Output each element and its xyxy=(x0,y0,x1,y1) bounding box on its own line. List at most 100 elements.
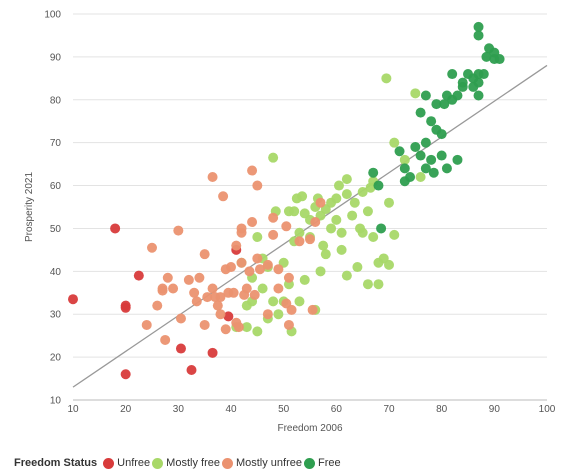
point-free xyxy=(473,90,484,101)
point-mostly-unfree xyxy=(236,223,247,234)
point-mostly-unfree xyxy=(252,253,263,264)
point-mostly-unfree xyxy=(244,266,255,277)
point-mostly-unfree xyxy=(241,283,252,294)
point-free xyxy=(473,21,484,32)
point-mostly-free xyxy=(384,259,394,270)
point-free xyxy=(436,129,447,140)
point-mostly-unfree xyxy=(160,334,171,345)
y-tick-label: 40 xyxy=(50,267,62,278)
point-mostly-unfree xyxy=(212,300,223,311)
point-mostly-free xyxy=(357,227,368,238)
point-mostly-free xyxy=(336,227,347,238)
point-free xyxy=(415,150,426,161)
point-mostly-unfree xyxy=(168,283,179,294)
point-mostly-unfree xyxy=(268,229,279,240)
point-mostly-unfree xyxy=(254,264,265,275)
point-mostly-unfree xyxy=(183,274,194,285)
point-mostly-free xyxy=(349,197,360,208)
point-unfree xyxy=(223,311,234,322)
point-free xyxy=(426,116,437,127)
y-tick-label: 20 xyxy=(50,353,62,364)
point-mostly-unfree xyxy=(199,319,210,330)
point-unfree xyxy=(186,364,197,375)
point-mostly-free xyxy=(381,73,392,84)
point-mostly-free xyxy=(399,154,410,165)
point-mostly-free xyxy=(362,279,373,290)
point-mostly-unfree xyxy=(283,319,294,330)
point-mostly-free xyxy=(299,274,310,285)
point-mostly-free xyxy=(341,174,352,185)
legend-items: Unfree Mostly free Mostly unfree Free xyxy=(103,457,342,469)
point-mostly-free xyxy=(331,214,342,225)
point-free xyxy=(473,77,484,88)
point-mostly-free xyxy=(268,296,279,307)
point-mostly-free xyxy=(297,191,308,202)
point-mostly-unfree xyxy=(189,287,200,298)
point-mostly-unfree xyxy=(294,236,305,247)
point-free xyxy=(441,163,452,174)
point-free xyxy=(394,146,405,157)
point-mostly-unfree xyxy=(286,304,297,315)
legend-item-unfree: Unfree xyxy=(103,457,150,469)
point-mostly-unfree xyxy=(191,296,202,307)
legend-swatch-free xyxy=(304,457,315,469)
trendline-group xyxy=(72,64,548,388)
point-mostly-unfree xyxy=(162,272,173,283)
point-mostly-free xyxy=(336,244,347,255)
x-tick-label: 20 xyxy=(120,404,132,415)
point-mostly-free xyxy=(373,279,384,290)
x-tick-label: 50 xyxy=(278,404,290,415)
point-mostly-unfree xyxy=(310,217,321,228)
legend-label-free: Free xyxy=(318,457,341,469)
point-mostly-free xyxy=(352,262,363,273)
point-mostly-free xyxy=(257,283,268,294)
y-tick-label: 100 xyxy=(44,10,61,21)
y-tick-label: 30 xyxy=(50,310,62,321)
point-mostly-unfree xyxy=(231,240,242,251)
point-free xyxy=(494,54,505,65)
point-unfree xyxy=(133,270,144,281)
legend-label-unfree: Unfree xyxy=(117,457,151,469)
point-mostly-unfree xyxy=(281,221,292,232)
legend-item-free: Free xyxy=(304,457,341,469)
point-mostly-unfree xyxy=(283,272,294,283)
point-mostly-free xyxy=(331,193,342,204)
legend-title: Freedom Status xyxy=(14,457,98,469)
grid-lines xyxy=(73,13,547,401)
point-mostly-free xyxy=(415,171,426,182)
point-mostly-free xyxy=(333,180,344,191)
x-tick-label: 10 xyxy=(67,404,79,415)
point-unfree xyxy=(68,294,78,305)
point-mostly-free xyxy=(389,137,400,148)
point-mostly-free xyxy=(318,240,329,251)
point-free xyxy=(415,107,426,118)
point-free xyxy=(420,90,431,101)
point-mostly-free xyxy=(294,296,305,307)
point-free xyxy=(473,30,484,41)
point-free xyxy=(420,163,431,174)
y-tick-label: 60 xyxy=(50,181,62,192)
point-mostly-unfree xyxy=(233,322,244,333)
x-tick-label: 80 xyxy=(436,404,448,415)
point-mostly-free xyxy=(320,249,331,260)
point-mostly-free xyxy=(410,88,421,99)
point-free xyxy=(410,141,421,152)
point-mostly-unfree xyxy=(202,292,213,303)
point-mostly-unfree xyxy=(207,171,218,182)
point-free xyxy=(452,154,463,165)
point-mostly-free xyxy=(252,326,263,337)
point-unfree xyxy=(175,343,186,354)
point-unfree xyxy=(207,347,218,358)
point-free xyxy=(405,171,416,182)
legend-swatch-mostly-free xyxy=(152,457,164,469)
point-unfree xyxy=(120,369,131,380)
point-mostly-unfree xyxy=(141,319,152,330)
x-axis-title: Freedom 2006 xyxy=(277,423,342,434)
point-mostly-unfree xyxy=(268,212,279,223)
point-free xyxy=(428,167,439,178)
point-mostly-unfree xyxy=(247,217,258,228)
point-free xyxy=(439,99,450,110)
point-mostly-free xyxy=(268,152,279,163)
point-mostly-free xyxy=(341,270,352,281)
tick-labels: 10 20 30 40 50 60 70 80 90 100 10 20 30 40 50 60 70 80 90 1… xyxy=(44,10,555,416)
